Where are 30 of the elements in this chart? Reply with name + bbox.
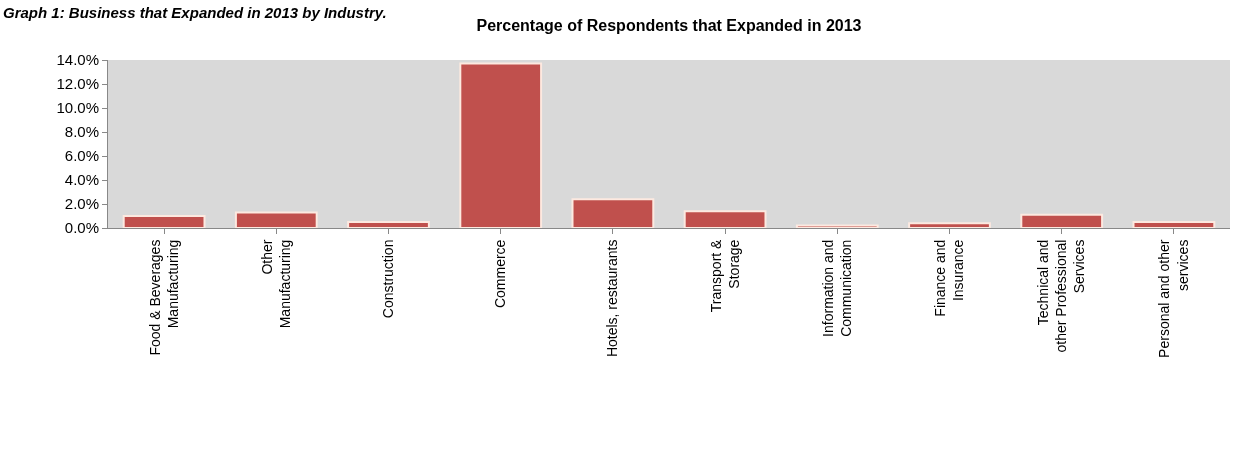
bar: [795, 224, 879, 228]
bar: [122, 215, 206, 228]
y-tick-label: 6.0%: [64, 147, 99, 165]
y-tick-label: 14.0%: [56, 51, 99, 69]
bar: [571, 198, 655, 228]
bar: [683, 210, 767, 228]
bar: [1020, 213, 1104, 228]
y-tick-label: 4.0%: [64, 171, 99, 189]
x-tick-label: Finance and Insurance: [931, 239, 967, 317]
x-tick-label: Hotels, restaurants: [604, 239, 621, 358]
x-tick-label: Personal and other services: [1156, 239, 1191, 358]
x-tick-label: Food & Beverages Manufacturing: [146, 239, 181, 356]
x-tick-label: Transport & Storage: [707, 238, 742, 313]
y-tick-label: 0.0%: [64, 219, 99, 237]
y-tick-label: 2.0%: [64, 195, 99, 213]
bar: [908, 222, 991, 228]
x-tick-label: Information and Communication: [819, 239, 854, 337]
y-tick-label: 12.0%: [56, 75, 99, 93]
bar: [234, 211, 318, 228]
x-tick-label: Other Manufacturing: [258, 239, 293, 329]
bar: [459, 62, 543, 228]
x-tick-label: Commerce: [492, 239, 509, 309]
x-tick-label: Construction: [380, 239, 397, 319]
bar: [347, 221, 430, 228]
y-tick-label: 10.0%: [56, 99, 99, 117]
y-tick-label: 8.0%: [64, 123, 99, 141]
bar: [1132, 221, 1216, 228]
x-tick-label: Technical and other Professional Services: [1035, 239, 1088, 353]
chart-title: Percentage of Respondents that Expanded in 2013: [476, 17, 862, 35]
caption: Graph 1: Business that Expanded in 2013 by Industry.: [3, 4, 387, 21]
